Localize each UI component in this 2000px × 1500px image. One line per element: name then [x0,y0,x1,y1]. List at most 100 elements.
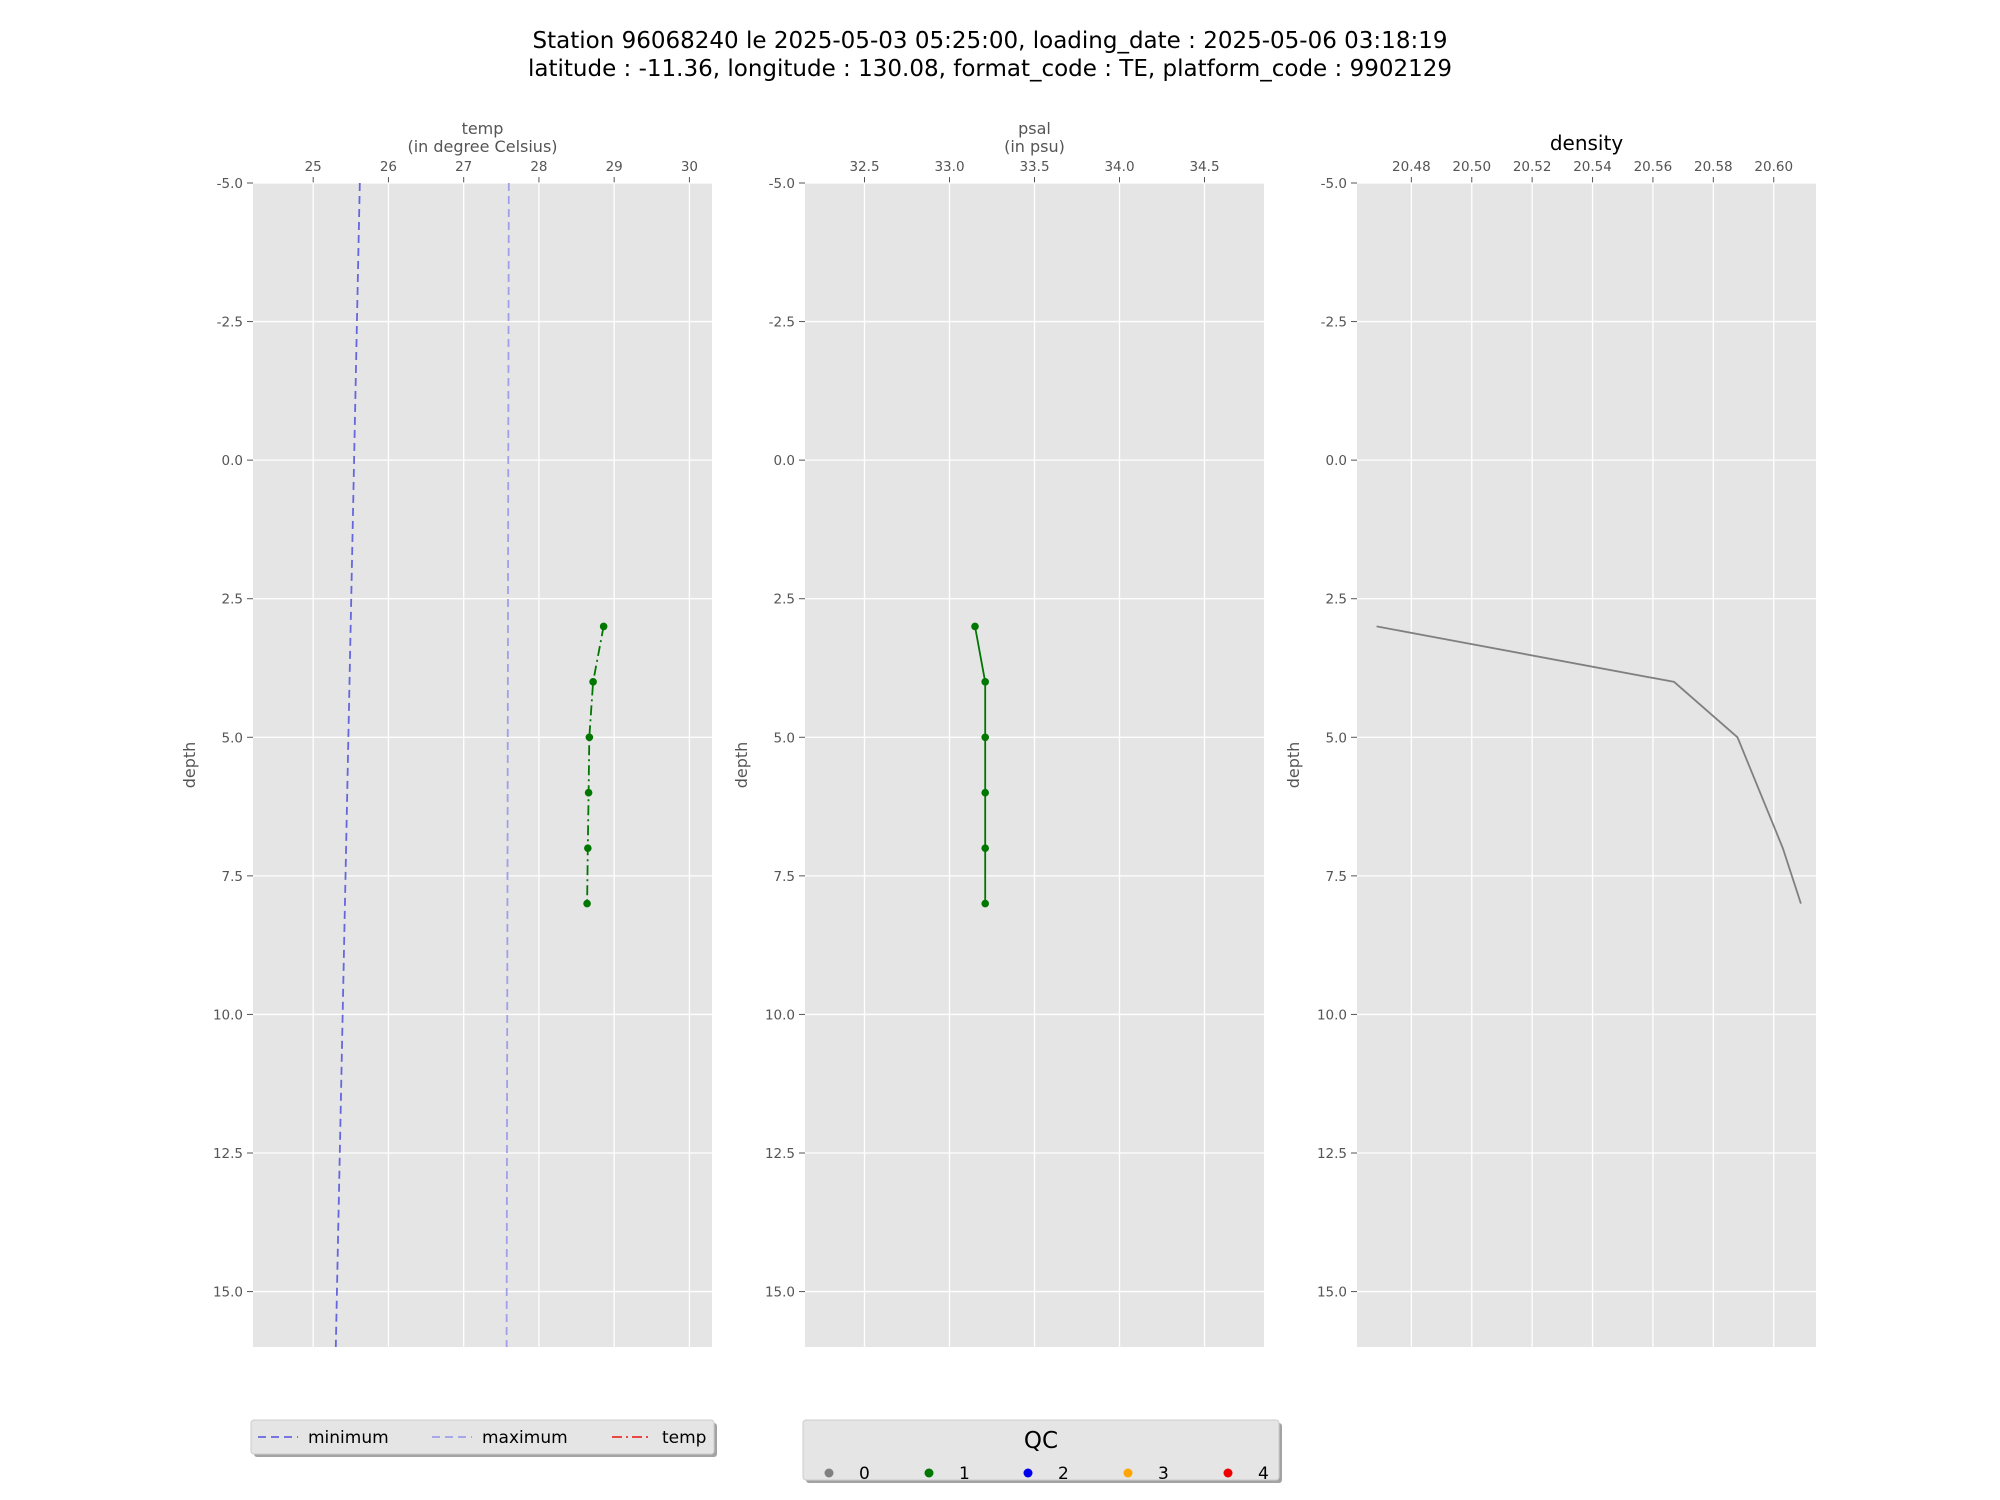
qc-label-1: 1 [959,1464,970,1484]
legend-label-temp: temp [662,1428,706,1448]
x-tick-label: 20.54 [1573,159,1612,175]
qc-label-4: 4 [1258,1464,1269,1484]
y-axis-label: depth [732,742,751,789]
y-tick-label: 12.5 [213,1146,243,1162]
series-line-density [1376,625,1802,904]
data-point-psal [981,899,989,908]
x-tick-label: 27 [455,159,472,175]
y-tick-label: 5.0 [774,730,795,746]
x-axis-unit: (in psu) [1004,137,1065,156]
x-tick-label: 25 [305,159,322,175]
data-point-temp [585,733,594,742]
x-tick-label: 28 [530,159,547,175]
legends: minimum maximum temp QC 0 1 2 3 4 [250,1419,1282,1484]
figure-title-line1: Station 96068240 le 2025-05-03 05:25:00,… [533,28,1448,54]
y-axis-label: depth [180,742,199,789]
plot-area [1357,183,1816,1347]
legend-qc-box [802,1419,1280,1481]
y-tick-label: 15.0 [213,1285,243,1301]
x-tick-label: 29 [606,159,623,175]
y-axis-label: depth [1284,742,1303,789]
legend-lines: minimum maximum temp [250,1419,717,1457]
y-tick-label: -2.5 [217,315,243,331]
y-tick-label: -5.0 [1321,176,1347,192]
x-tick-label: 33.0 [934,159,964,175]
series-line-psal [974,626,987,904]
qc-marker-0 [824,1468,834,1478]
panel-temp: 25 26 27 28 29 30 -5.0 -2.5 0.0 2.5 5.0 7.5 10.0 12.5… [180,119,712,1347]
x-tick-label: 20.58 [1694,159,1733,175]
legend-label-maximum: maximum [482,1428,568,1448]
y-tick-label: 7.5 [774,869,795,885]
data-point-temp [589,678,597,686]
x-tick-label: 32.5 [849,159,879,175]
panel-density: 20.48 20.50 20.52 20.54 20.56 20.58 20.60 -5.0 -… [1284,131,1816,1347]
panels: 25 26 27 28 29 30 -5.0 -2.5 0.0 2.5 5.0 7.5 10.0 12.5… [180,119,1816,1347]
y-tick-label: 12.5 [765,1146,795,1162]
data-point-temp [584,788,593,797]
series-group [334,183,608,1347]
x-tick-label: 34.0 [1104,159,1134,175]
figure-title-line2: latitude : -11.36, longitude : 130.08, f… [528,56,1452,82]
y-tick-label: 5.0 [1326,730,1347,746]
data-point-psal [981,788,989,797]
y-tick-label: 2.5 [222,592,243,608]
y-tick-label: -2.5 [769,315,795,331]
x-tick-label: 20.60 [1754,159,1793,175]
y-tick-label: 15.0 [765,1285,795,1301]
x-tick-label: 20.48 [1392,159,1431,175]
x-axis-unit: (in degree Celsius) [407,137,557,156]
y-tick-label: 12.5 [1317,1146,1347,1162]
data-point-temp [584,844,592,852]
legend-qc: QC 0 1 2 3 4 [802,1419,1282,1484]
qc-marker-1 [924,1468,934,1478]
y-tick-label: -2.5 [1321,315,1347,331]
y-tick-label: 7.5 [222,869,243,885]
panel-title: density [1550,131,1623,155]
x-axis-label: temp [462,119,504,138]
x-tick-label: 20.50 [1452,159,1491,175]
y-tick-label: 0.0 [222,453,243,469]
x-tick-label: 20.52 [1513,159,1552,175]
x-axis-label: psal [1018,119,1051,138]
qc-label-0: 0 [859,1464,870,1484]
y-tick-label: 15.0 [1317,1285,1347,1301]
y-tick-label: -5.0 [769,176,795,192]
legend-qc-title: QC [1024,1428,1058,1454]
plot-area [253,183,712,1347]
x-tick-label: 34.5 [1189,159,1219,175]
y-tick-label: 2.5 [1326,592,1347,608]
y-tick-label: 10.0 [213,1007,243,1023]
x-tick-label: 33.5 [1019,159,1049,175]
qc-label-3: 3 [1158,1464,1169,1484]
qc-label-2: 2 [1058,1464,1069,1484]
x-tick-label: 30 [681,159,698,175]
series-group [1376,625,1802,904]
data-point-psal [981,678,989,686]
y-tick-label: 10.0 [765,1007,795,1023]
series-line-temp [586,626,605,904]
legend-label-minimum: minimum [308,1428,389,1448]
data-point-psal [981,844,989,852]
y-tick-label: 0.0 [774,453,795,469]
qc-marker-4 [1223,1468,1233,1478]
legend-lines-box [250,1419,715,1455]
y-tick-label: 7.5 [1326,869,1347,885]
qc-marker-3 [1123,1468,1133,1478]
y-tick-label: 2.5 [774,592,795,608]
data-point-psal [971,622,979,631]
x-tick-label: 26 [380,159,397,175]
data-point-temp [599,622,608,631]
y-tick-label: 5.0 [222,730,243,746]
x-tick-label: 20.56 [1634,159,1673,175]
qc-marker-2 [1023,1468,1033,1478]
series-group [971,622,989,908]
y-tick-label: 0.0 [1326,453,1347,469]
y-tick-label: -5.0 [217,176,243,192]
data-point-psal [981,733,989,742]
panel-psal: 32.5 33.0 33.5 34.0 34.5 -5.0 -2.5 0.0 2.5 5.0 7.5… [732,119,1264,1347]
data-point-temp [583,899,591,908]
y-tick-label: 10.0 [1317,1007,1347,1023]
